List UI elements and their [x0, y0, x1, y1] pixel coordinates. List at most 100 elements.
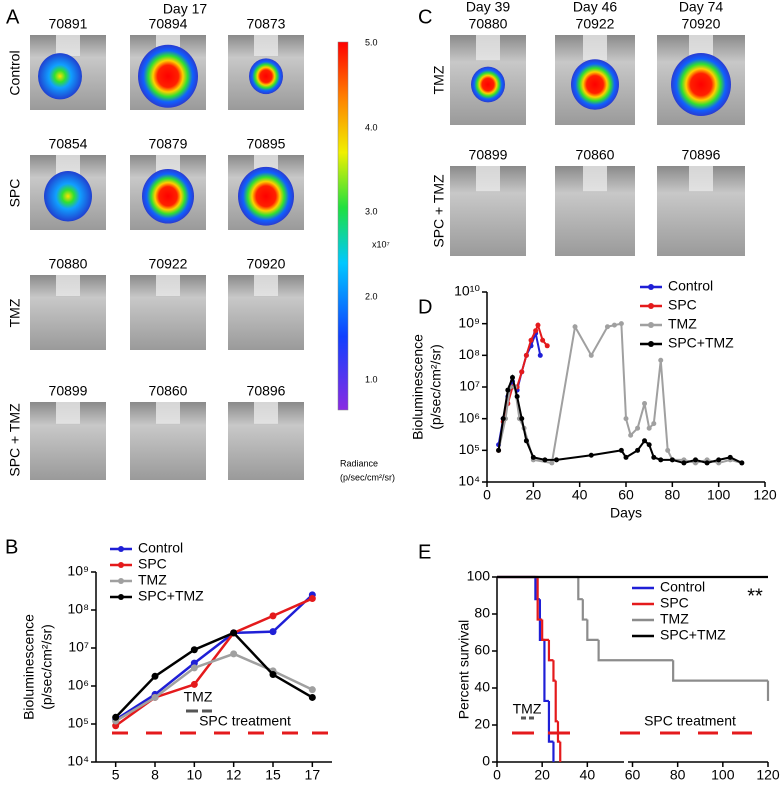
data-point	[230, 629, 238, 637]
y-tick-label: 10⁷	[68, 639, 89, 655]
signal-blob	[44, 171, 92, 222]
survival-step	[597, 639, 674, 662]
animal-id: 70854	[49, 136, 88, 152]
data-point	[542, 457, 548, 463]
survival-step	[547, 639, 554, 662]
data-point	[604, 324, 610, 330]
data-point	[642, 401, 648, 407]
data-point	[519, 369, 525, 375]
x-tick-label: 12	[226, 767, 242, 783]
data-point	[537, 352, 543, 358]
signal-blob	[671, 53, 731, 116]
y-tick-label: 100	[467, 568, 491, 584]
image-headpiece	[583, 35, 607, 61]
survival-step	[543, 639, 549, 703]
panel-label: D	[418, 296, 432, 318]
data-point	[530, 454, 536, 460]
data-point	[230, 650, 238, 658]
colorbar-label: Radiance	[340, 458, 378, 468]
animal-id: 70895	[247, 136, 286, 152]
signal-blob	[249, 58, 283, 95]
data-point	[509, 374, 515, 380]
data-point	[533, 328, 539, 334]
data-point	[623, 416, 629, 422]
y-tick-label: 10⁵	[68, 715, 89, 731]
series-line	[114, 593, 314, 721]
data-point	[635, 447, 641, 453]
image-headpiece	[254, 402, 278, 424]
data-point	[500, 416, 506, 422]
legend-label: TMZ	[668, 316, 697, 332]
data-point	[269, 628, 277, 636]
legend-label: Control	[668, 278, 713, 294]
data-point	[618, 447, 624, 453]
x-tick-label: 5	[112, 767, 120, 783]
x-tick-label: 0	[493, 767, 501, 783]
legend-label: TMZ	[138, 572, 167, 588]
image-headpiece	[56, 402, 80, 424]
data-point	[727, 454, 733, 460]
y-tick-label: 10⁸	[459, 346, 481, 362]
image-headpiece	[56, 35, 80, 56]
image-headpiece	[156, 402, 180, 424]
data-point	[269, 671, 277, 679]
animal-id: 70899	[49, 383, 88, 399]
y-tick-label: 10⁵	[459, 441, 480, 457]
annotation: TMZ	[513, 701, 542, 717]
animal-id: 70880	[49, 256, 88, 272]
animal-id: 70899	[469, 147, 508, 163]
data-point	[693, 457, 698, 463]
animal-id: 70920	[247, 256, 286, 272]
signal-blob	[138, 44, 198, 108]
image-headpiece	[476, 166, 500, 192]
animal-id: 70880	[469, 16, 508, 32]
y-tick-label: 40	[474, 679, 490, 695]
legend-marker	[648, 322, 654, 328]
row-label: Control	[7, 50, 23, 95]
panel-label: B	[5, 536, 18, 558]
survival-step	[547, 700, 554, 743]
y-tick-label: 0	[482, 753, 490, 769]
survival-step	[586, 619, 599, 641]
data-point	[549, 460, 555, 466]
data-point	[716, 457, 722, 463]
data-point	[572, 324, 578, 330]
animal-id: 70873	[247, 16, 286, 32]
series-line	[114, 631, 313, 719]
image-headpiece	[254, 35, 278, 56]
y-axis-label: Bioluminescence	[410, 334, 426, 440]
data-point	[704, 460, 710, 466]
series-line	[115, 652, 313, 723]
data-point	[739, 460, 745, 466]
data-point	[646, 442, 652, 448]
legend-label: SPC	[668, 297, 697, 313]
y-tick-label: 60	[474, 642, 490, 658]
data-point	[642, 438, 648, 444]
x-tick-label: 60	[625, 767, 641, 783]
data-point	[496, 447, 502, 453]
x-tick-label: 100	[711, 767, 735, 783]
animal-id: 70922	[576, 16, 615, 32]
data-point	[651, 421, 657, 427]
image-headpiece	[56, 155, 80, 176]
series-line	[497, 322, 549, 451]
y-tick-label: 10¹⁰	[454, 283, 480, 299]
legend-label: SPC+TMZ	[668, 335, 734, 351]
colorbar-tick-label: 2.0	[365, 291, 378, 301]
data-point	[519, 416, 525, 422]
data-point	[588, 352, 594, 358]
panel-title: Day 17	[163, 1, 208, 17]
colorbar-tick-label: 5.0	[365, 37, 378, 47]
y-tick-label: 80	[474, 605, 490, 621]
survival-step	[536, 577, 543, 621]
legend-marker	[118, 578, 124, 584]
image-headpiece	[689, 166, 713, 192]
colorbar-tick-label: 3.0	[365, 206, 378, 216]
survival-step	[554, 680, 558, 723]
annotation: SPC treatment	[644, 713, 736, 729]
data-point	[658, 357, 664, 363]
data-point	[308, 595, 316, 603]
legend-marker	[648, 284, 654, 290]
x-tick-label: 20	[534, 767, 550, 783]
